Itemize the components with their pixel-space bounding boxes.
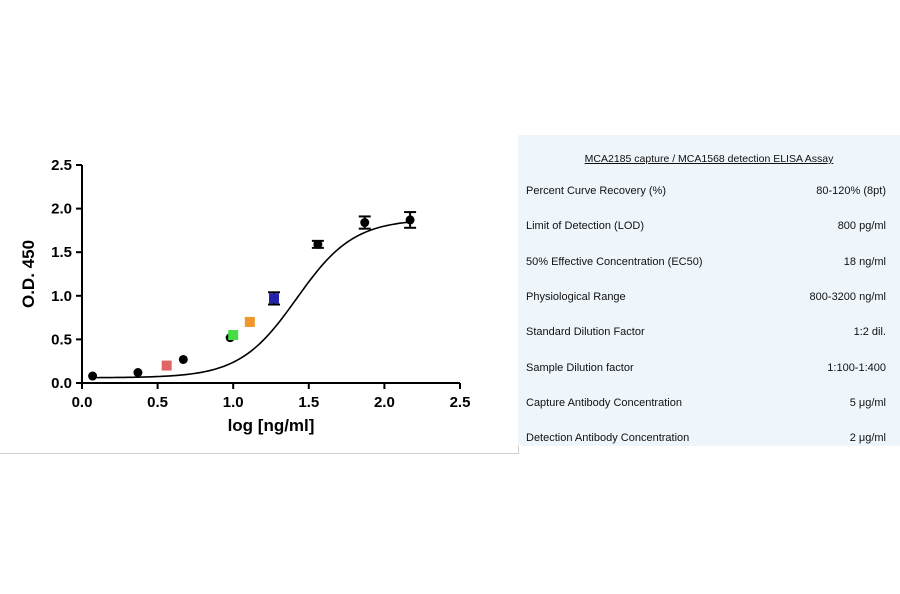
assay-row: Sample Dilution factor 1:100-1:400 [518,362,900,382]
chart-svg: 0.0 0.5 1.0 1.5 2.0 2.5 0.0 0.5 1.0 1.5 2.0 2.5 log … [19,157,471,435]
data-point [161,360,172,371]
data-point [405,215,415,225]
data-point [244,316,255,327]
assay-row: Physiological Range 800-3200 ng/ml [518,291,900,311]
assay-row: Standard Dilution Factor 1:2 dil. [518,326,900,346]
y-tick-label: 0.5 [51,331,72,348]
assay-table-title-text: MCA2185 capture / MCA1568 detection ELIS… [584,153,834,165]
assay-value: 5 μg/ml [849,397,886,409]
assay-parameter: Capture Antibody Concentration [526,397,682,409]
x-tick-label: 2.0 [374,394,395,411]
assay-value: 1:2 dil. [853,326,886,338]
assay-value: 18 ng/ml [843,256,886,268]
x-tick-label: 2.5 [450,394,471,411]
data-point [360,218,370,228]
assay-row: Detection Antibody Concentration 2 μg/ml [518,432,900,452]
data-point [269,293,280,304]
assay-parameter: Physiological Range [526,291,626,303]
assay-parameter: Sample Dilution factor [526,362,634,374]
assay-table-title: MCA2185 capture / MCA1568 detection ELIS… [518,153,900,165]
assay-parameter: Standard Dilution Factor [526,326,645,338]
assay-row: 50% Effective Concentration (EC50) 18 ng… [518,256,900,276]
x-tick-label: 0.5 [147,394,168,411]
x-tick-label: 0.0 [72,394,93,411]
x-tick-label: 1.5 [298,394,319,411]
fit-curve [89,221,412,379]
data-point [228,330,239,341]
assay-row: Capture Antibody Concentration 5 μg/ml [518,397,900,417]
y-axis-title: O.D. 450 [19,240,38,308]
x-tick-label: 1.0 [223,394,244,411]
assay-parameter: Detection Antibody Concentration [526,432,690,444]
y-tick-label: 2.0 [51,201,72,218]
assay-row: Limit of Detection (LOD) 800 pg/ml [518,220,900,240]
y-tick-label: 0.0 [51,375,72,392]
y-tick-label: 1.5 [51,244,72,261]
assay-value: 800-3200 ng/ml [809,291,886,303]
assay-row: Percent Curve Recovery (%) 80-120% (8pt) [518,185,900,205]
data-point [88,371,98,381]
assay-parameter: 50% Effective Concentration (EC50) [526,256,703,268]
y-tick-label: 1.0 [51,288,72,305]
assay-parameter: Percent Curve Recovery (%) [526,185,666,197]
assay-parameter: Limit of Detection (LOD) [526,220,644,232]
assay-parameters-table: MCA2185 capture / MCA1568 detection ELIS… [518,135,900,446]
data-point [133,368,143,378]
x-axis-title: log [ng/ml] [228,416,315,435]
assay-value: 800 pg/ml [837,220,886,232]
assay-value: 2 μg/ml [849,432,886,444]
y-tick-label: 2.5 [51,157,72,174]
assay-value: 1:100-1:400 [827,362,886,374]
data-point [178,354,188,364]
assay-value: 80-120% (8pt) [816,185,886,197]
elisa-standard-curve-chart: 0.0 0.5 1.0 1.5 2.0 2.5 0.0 0.5 1.0 1.5 2.0 2.5 log … [0,135,519,454]
data-point [313,239,323,249]
